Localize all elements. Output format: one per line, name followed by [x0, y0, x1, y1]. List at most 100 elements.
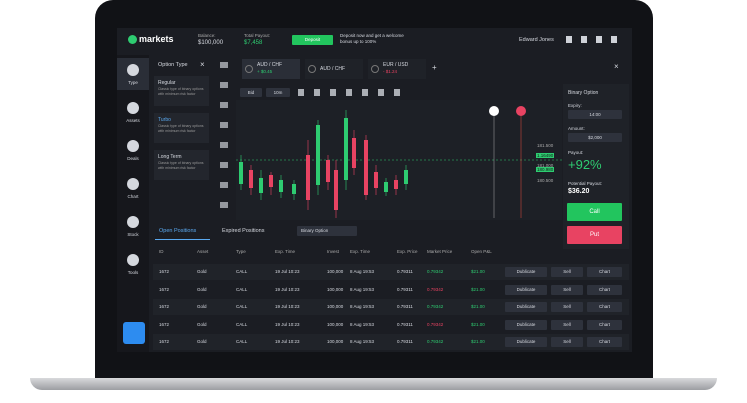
sidebar-icon[interactable]	[127, 140, 139, 152]
row-action[interactable]: Sell	[551, 302, 583, 312]
sidebar-label[interactable]: Assets	[126, 118, 140, 123]
option-name: Regular	[158, 80, 176, 86]
positions-tab[interactable]: Open Positions	[159, 228, 197, 234]
sidebar-label[interactable]: Stock	[127, 232, 139, 237]
row-action[interactable]: Dublicate	[505, 302, 547, 312]
put-button[interactable]: Put	[567, 226, 622, 244]
row-action[interactable]: Dublicate	[505, 267, 547, 277]
potential-value: $36.20	[568, 188, 590, 195]
pair-icon	[245, 65, 253, 73]
filter[interactable]: Binary Option	[297, 226, 357, 236]
sidebar-label[interactable]: Tools	[127, 270, 139, 275]
cell: 100,000	[327, 304, 344, 309]
sidebar-label[interactable]: Deals	[127, 156, 139, 161]
option-card[interactable]	[154, 76, 209, 106]
cell: 8 Aug 19:53	[350, 304, 375, 309]
cell: CALL	[236, 339, 248, 344]
close-icon[interactable]: ×	[200, 60, 205, 69]
candle-chart	[236, 100, 562, 220]
header-icons	[566, 36, 621, 43]
row-action[interactable]: Chart	[587, 267, 622, 277]
pair-change: - $1.24	[383, 69, 398, 74]
row-action[interactable]: Chart	[587, 319, 622, 330]
row-action[interactable]: Chart	[587, 302, 622, 312]
cell: $21.00	[471, 304, 485, 309]
pair-tab[interactable]	[305, 59, 363, 79]
call-button[interactable]: Call	[567, 203, 622, 221]
price-label: 180.500	[537, 178, 554, 183]
cell: 0.79311	[397, 269, 413, 274]
cell: CALL	[236, 269, 248, 274]
sidebar-label[interactable]: Chart	[127, 194, 139, 199]
row-action[interactable]: Sell	[551, 267, 583, 277]
column-header: Asset	[197, 249, 209, 254]
amount[interactable]: $2,000	[568, 133, 622, 142]
cell: 100,000	[327, 321, 344, 327]
balance-label: Balance:	[198, 33, 216, 38]
column-header: ID	[159, 249, 164, 254]
row-action[interactable]: Sell	[551, 284, 583, 295]
cell: 100,000	[327, 339, 344, 344]
option-card[interactable]	[154, 150, 209, 180]
pair-change: + $0.45	[257, 69, 273, 74]
cell: 8 Aug 19:53	[350, 269, 375, 274]
row-action[interactable]: Sell	[551, 337, 583, 347]
add-tab[interactable]: +	[432, 63, 437, 72]
expiry[interactable]: 14:00	[568, 110, 622, 119]
payout-value: +92%	[568, 157, 602, 172]
option-description: Classic type of binary options with mini…	[158, 87, 204, 96]
cell: $21.00	[471, 269, 485, 274]
row-action[interactable]: Chart	[587, 337, 622, 347]
deposit-button[interactable]: Deposit	[292, 35, 333, 45]
positions-tab[interactable]: Expired Positions	[222, 228, 265, 234]
sidebar-icon[interactable]	[127, 178, 139, 190]
price-label: 1.16490	[536, 153, 555, 158]
cell: Gold	[197, 321, 207, 327]
chart-tools	[220, 62, 228, 214]
pair-name: EUR / USD	[383, 62, 409, 68]
potential-label: Potential Payout:	[568, 181, 603, 186]
pair-tab[interactable]	[242, 59, 300, 79]
sidebar-icon[interactable]	[127, 64, 139, 76]
close-chart[interactable]: ×	[614, 62, 619, 71]
row-action[interactable]: Sell	[551, 319, 583, 330]
logo: markets	[139, 34, 174, 44]
chart-bg	[236, 100, 562, 220]
row-action[interactable]: Chart	[587, 284, 622, 295]
column-header: Exp. Time	[350, 249, 371, 254]
cell: Gold	[197, 286, 207, 292]
cell: 0.79311	[397, 286, 413, 292]
cell: CALL	[236, 286, 248, 292]
row-action[interactable]: Dublicate	[505, 337, 547, 347]
column-header: Invest	[327, 249, 340, 254]
trade-title: Binary Option	[568, 90, 599, 96]
option-name: Turbo	[158, 117, 171, 123]
cell: 1672	[159, 286, 170, 292]
amount-label: Amount:	[568, 126, 585, 131]
cell: $21.00	[471, 286, 485, 292]
price-type[interactable]: Bid	[240, 88, 262, 97]
cell: 0.79342	[427, 269, 444, 274]
sidebar-icon[interactable]	[127, 254, 139, 266]
timer-marker	[489, 106, 499, 116]
row-action[interactable]: Dublicate	[505, 319, 547, 330]
payout-label: Total Payout:	[244, 33, 271, 38]
option-name: Long Term	[158, 154, 182, 160]
cell: 19 Jul 10:23	[275, 339, 300, 344]
row-action[interactable]: Dublicate	[505, 284, 547, 295]
column-header: Exp. Time	[275, 249, 296, 254]
balance: $100,000	[198, 40, 224, 46]
pair-tab[interactable]	[368, 59, 426, 79]
price-label: 181.000	[537, 163, 554, 168]
interval[interactable]: 10m	[266, 88, 290, 97]
expiry-label: Expiry:	[568, 103, 582, 108]
option-card[interactable]	[154, 113, 209, 143]
sidebar-icon[interactable]	[127, 102, 139, 114]
pair-name: AUD / CHF	[320, 66, 345, 72]
deposit-text: Deposit now and get a welcome bonus up t…	[340, 33, 404, 44]
sidebar-icon[interactable]	[127, 216, 139, 228]
chat-button[interactable]	[123, 322, 145, 344]
candles	[239, 110, 408, 218]
sidebar-label[interactable]: Type	[128, 80, 138, 85]
